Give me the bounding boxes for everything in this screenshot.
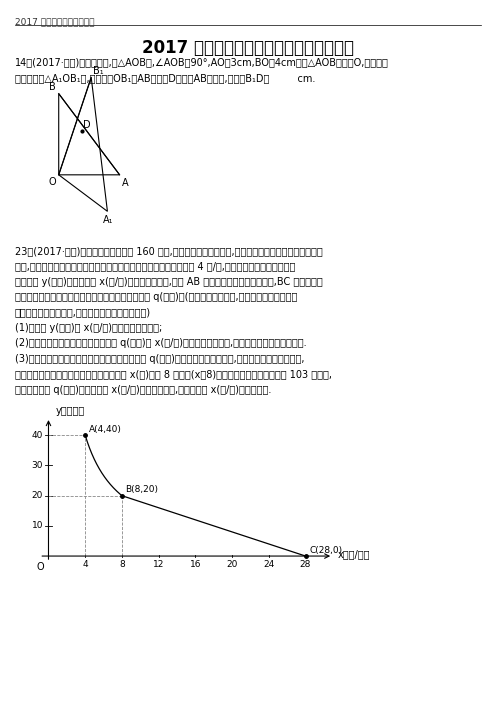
- Text: 14．(2017·黄冈)已知：如图,在△AOB中,∠AOB＝90°,AO＝3cm,BO＝4cm．将△AOB绕顶点O,按顺时针: 14．(2017·黄冈)已知：如图,在△AOB中,∠AOB＝90°,AO＝3cm…: [15, 58, 389, 67]
- Text: A(4,40): A(4,40): [89, 425, 122, 434]
- Text: y（万件）: y（万件）: [56, 406, 85, 416]
- Text: 23．(2017·黄冈)月电科技有限公司用 160 万元,作为新产品的研发费用,成功研制出了一种市场急需的电子: 23．(2017·黄冈)月电科技有限公司用 160 万元,作为新产品的研发费用,…: [15, 246, 322, 256]
- Text: 决定第二年将这种电子产品每件的销售价格 x(元)定在 8 元以上(x＞8)，当第二年的年利润不低于 103 万元时,: 决定第二年将这种电子产品每件的销售价格 x(元)定在 8 元以上(x＞8)，当第…: [15, 369, 332, 379]
- Text: 请结合年利润 q(万元)与销售价格 x(元/件)的函数示意图,求销售价格 x(元/件)的取值范围.: 请结合年利润 q(万元)与销售价格 x(元/件)的函数示意图,求销售价格 x(元…: [15, 385, 271, 395]
- Text: 24: 24: [263, 559, 274, 569]
- Text: C(28,0): C(28,0): [309, 545, 342, 555]
- Text: A: A: [122, 178, 128, 188]
- Text: x（元/件）: x（元/件）: [338, 550, 370, 559]
- Text: (3)假设公司的这种电子产品第一年恰好按年利润 q(万元)取得最大值时进行销售,现根据第一年的盈亏情况,: (3)假设公司的这种电子产品第一年恰好按年利润 q(万元)取得最大值时进行销售,…: [15, 354, 305, 364]
- Text: 20: 20: [226, 559, 238, 569]
- Text: 12: 12: [153, 559, 164, 569]
- Text: O: O: [48, 177, 56, 187]
- Text: 年利润；若上一年亏损,则亏损计作下一年的成本．): 年利润；若上一年亏损,则亏损计作下一年的成本．): [15, 307, 151, 317]
- Text: 2017 年全国中考压轴题系列: 2017 年全国中考压轴题系列: [15, 18, 94, 27]
- Text: D: D: [83, 120, 91, 130]
- Text: 28: 28: [300, 559, 311, 569]
- Text: (1)请求出 y(万件)与 x(元/件)之间的函数关系式;: (1)请求出 y(万件)与 x(元/件)之间的函数关系式;: [15, 323, 162, 333]
- Text: 8: 8: [119, 559, 125, 569]
- Text: (2)求出第一年这种电子产品的年利润 q(万元)与 x(元/件)之间的函数关系式,并求出第一年利润的最大值.: (2)求出第一年这种电子产品的年利润 q(万元)与 x(元/件)之间的函数关系式…: [15, 338, 307, 348]
- Text: 方向旋转到△A₁OB₁处,此时线段OB₁与AB的交点D恰好为AB的中点,则线段B₁D＝         cm.: 方向旋转到△A₁OB₁处,此时线段OB₁与AB的交点D恰好为AB的中点,则线段B…: [15, 73, 315, 83]
- Text: 10: 10: [31, 522, 43, 531]
- Text: B₁: B₁: [93, 67, 104, 77]
- Text: 图象的一部分．设公司销售这种电子产品的年利润为 q(万元)．(注：若上一年盈利,则盈利不计入下一年的: 图象的一部分．设公司销售这种电子产品的年利润为 q(万元)．(注：若上一年盈利,…: [15, 292, 297, 302]
- Text: 年销售量 y(万件)与销售价格 x(元/件)的关系如图所示,其中 AB 为反比例函数图象的一部分,BC 为一次函数: 年销售量 y(万件)与销售价格 x(元/件)的关系如图所示,其中 AB 为反比例…: [15, 277, 322, 286]
- Text: B: B: [49, 81, 56, 91]
- Text: B(8,20): B(8,20): [125, 485, 159, 494]
- Text: O: O: [36, 562, 44, 572]
- Text: 40: 40: [32, 431, 43, 440]
- Text: 30: 30: [31, 461, 43, 470]
- Text: 20: 20: [32, 491, 43, 501]
- Text: 16: 16: [189, 559, 201, 569]
- Text: A₁: A₁: [103, 216, 114, 225]
- Text: 2017 年湖北省黄冈市中考数学试卷压轴题: 2017 年湖北省黄冈市中考数学试卷压轴题: [142, 39, 354, 57]
- Text: 4: 4: [82, 559, 88, 569]
- Text: 产品,已于当年投入生产并进行销售．已知生产这种电子产品的成本为 4 元/件,在销售过程中发现：每年的: 产品,已于当年投入生产并进行销售．已知生产这种电子产品的成本为 4 元/件,在销…: [15, 261, 295, 271]
